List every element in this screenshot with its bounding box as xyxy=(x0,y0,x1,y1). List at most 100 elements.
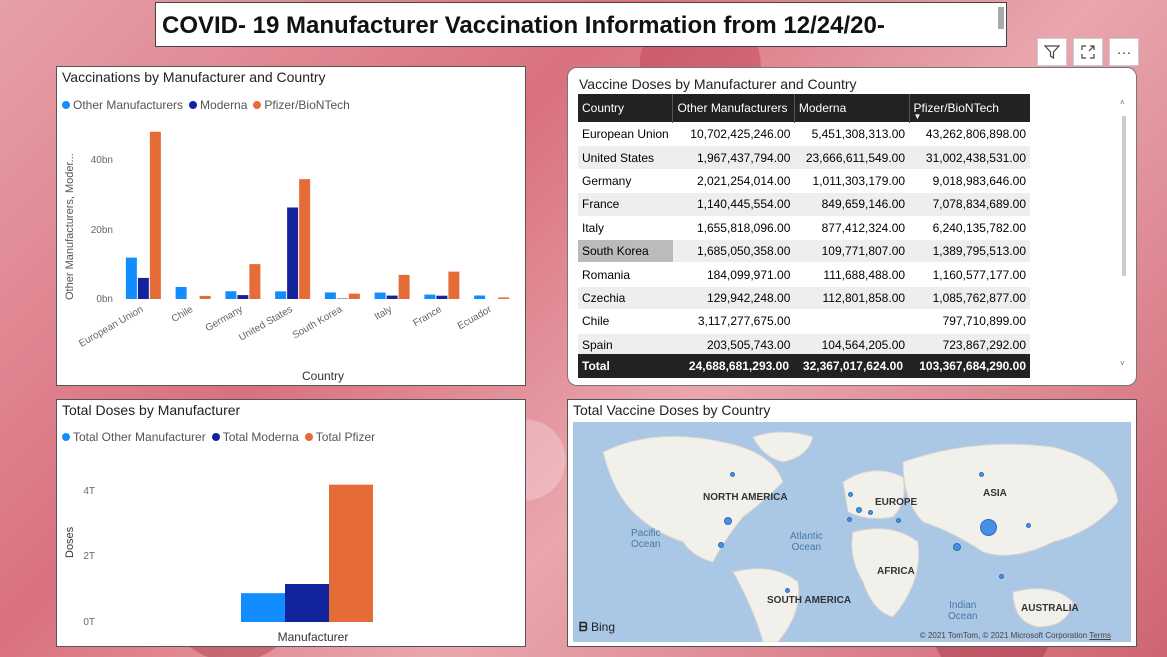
map-bubble[interactable] xyxy=(847,517,852,522)
bar[interactable] xyxy=(374,292,386,299)
map-bubble[interactable] xyxy=(999,574,1004,579)
vaccinations-bar-chart[interactable]: Other Manufacturers, Moder... 40bn 20bn … xyxy=(57,115,525,385)
y-axis-title: Other Manufacturers, Moder... xyxy=(64,153,76,300)
col-header-pfizer[interactable]: Pfizer/BioNTech ▼ xyxy=(909,94,1030,123)
map-bubble[interactable] xyxy=(980,519,997,536)
bar[interactable] xyxy=(285,584,329,622)
total-doses-bar-chart[interactable]: Doses 4T 2T 0T Manufacturer xyxy=(57,446,525,646)
scrollbar-thumb[interactable] xyxy=(1122,116,1126,276)
scroll-up-icon[interactable]: ˄ xyxy=(1120,98,1125,107)
bar[interactable] xyxy=(498,297,510,299)
filter-icon[interactable] xyxy=(1037,38,1067,66)
focus-mode-icon[interactable] xyxy=(1073,38,1103,66)
bar[interactable] xyxy=(424,294,436,299)
bar[interactable] xyxy=(329,484,373,622)
map-panel[interactable]: Total Vaccine Doses by Country NORTH AME… xyxy=(567,399,1137,647)
map-bubble[interactable] xyxy=(868,510,873,515)
table-scrollbar[interactable]: ˄ ˅ xyxy=(1120,98,1128,368)
bar[interactable] xyxy=(448,271,460,299)
bar[interactable] xyxy=(237,295,249,299)
bar[interactable] xyxy=(175,287,187,299)
bar[interactable] xyxy=(287,207,299,299)
scroll-down-icon[interactable]: ˅ xyxy=(1120,359,1125,368)
bar[interactable] xyxy=(199,295,211,299)
map-bubble[interactable] xyxy=(718,542,724,548)
cell-value: 1,655,818,096.00 xyxy=(672,215,795,240)
x-tick-label: Germany xyxy=(204,304,245,334)
report-title: COVID- 19 Manufacturer Vaccination Infor… xyxy=(162,12,885,39)
legend-label: Total Other Manufacturer xyxy=(73,430,206,444)
table-row[interactable]: France 1,140,445,554.00 849,659,146.00 7,07… xyxy=(578,192,1030,217)
table-row[interactable]: Germany 2,021,254,014.00 1,011,303,179.00 9… xyxy=(578,168,1030,193)
table-row[interactable]: Italy 1,655,818,096.00 877,412,324.00 6,240… xyxy=(578,215,1030,240)
legend-item-other[interactable]: Other Manufacturers xyxy=(62,98,183,112)
map-bubble[interactable] xyxy=(896,518,901,523)
map-bubble[interactable] xyxy=(785,588,790,593)
map-bubble[interactable] xyxy=(856,507,862,513)
table-row[interactable]: European Union 10,702,425,246.00 5,451,308… xyxy=(578,121,1030,146)
ocean-label: Atlantic Ocean xyxy=(790,531,823,553)
bar[interactable] xyxy=(398,274,410,299)
table-row[interactable]: South Korea 1,685,050,358.00 109,771,807.0… xyxy=(578,238,1030,263)
x-tick-label: European Union xyxy=(77,304,145,350)
map-bubble[interactable] xyxy=(979,472,984,477)
continent-label: SOUTH AMERICA xyxy=(767,595,852,606)
total-doses-chart-panel[interactable]: Total Doses by Manufacturer Total Other … xyxy=(56,399,526,647)
bar[interactable] xyxy=(324,292,336,299)
col-header-moderna[interactable]: Moderna xyxy=(794,94,910,123)
cell-value xyxy=(794,309,910,334)
more-options-icon[interactable]: ··· xyxy=(1109,38,1139,66)
bar[interactable] xyxy=(299,179,311,299)
y-tick-label: 4T xyxy=(83,486,95,497)
vaccinations-chart-panel[interactable]: Vaccinations by Manufacturer and Country… xyxy=(56,66,526,386)
legend-item-pfizer[interactable]: Total Pfizer xyxy=(304,430,375,444)
col-header-other[interactable]: Other Manufacturers xyxy=(672,94,795,123)
bing-label: Bing xyxy=(591,620,616,634)
legend-item-pfizer[interactable]: Pfizer/BioNTech xyxy=(253,98,350,112)
cell-country: Spain xyxy=(578,332,673,356)
cell-country: France xyxy=(578,192,673,217)
world-map[interactable]: NORTH AMERICA EUROPE ASIA AFRICA SOUTH A… xyxy=(573,422,1131,642)
bar[interactable] xyxy=(249,264,261,299)
cell-country: United States xyxy=(578,145,673,170)
legend-item-moderna[interactable]: Moderna xyxy=(189,98,247,112)
terms-link[interactable]: Terms xyxy=(1089,631,1111,640)
bar[interactable] xyxy=(436,295,448,299)
y-tick-label: 20bn xyxy=(91,225,113,236)
map-bubble[interactable] xyxy=(953,543,961,551)
bar[interactable] xyxy=(125,257,137,299)
map-bubble[interactable] xyxy=(724,517,732,525)
x-tick-label: Ecuador xyxy=(456,304,494,332)
legend-item-moderna[interactable]: Total Moderna xyxy=(211,430,299,444)
cell-country: Romania xyxy=(578,262,673,287)
bar[interactable] xyxy=(225,291,237,299)
doses-table-panel[interactable]: Vaccine Doses by Manufacturer and Countr… xyxy=(567,67,1137,386)
bar[interactable] xyxy=(137,277,149,299)
bar[interactable] xyxy=(474,295,486,299)
table-row[interactable]: Spain 203,505,743.00 104,564,205.00 723,867… xyxy=(578,332,1030,356)
bar[interactable] xyxy=(275,291,287,299)
table-title: Vaccine Doses by Manufacturer and Countr… xyxy=(579,76,857,92)
cell-value: 1,011,303,179.00 xyxy=(794,168,910,193)
col-header-country[interactable]: Country xyxy=(578,94,674,123)
sort-descending-icon[interactable]: ▼ xyxy=(913,112,922,121)
total-label: Total xyxy=(582,359,610,373)
bar[interactable] xyxy=(348,293,360,299)
table-row[interactable]: Romania 184,099,971.00 111,688,488.00 1,160… xyxy=(578,262,1030,287)
cell-value: 723,867,292.00 xyxy=(909,332,1030,356)
bar[interactable] xyxy=(241,593,285,622)
bar[interactable] xyxy=(149,131,161,299)
map-bubble[interactable] xyxy=(848,492,853,497)
cell-country: South Korea xyxy=(578,238,673,263)
doses-table: Country Other Manufacturers Moderna Pfiz… xyxy=(578,94,1030,356)
table-row[interactable]: United States 1,967,437,794.00 23,666,611,… xyxy=(578,145,1030,170)
x-tick-label: Chile xyxy=(170,304,196,325)
map-bubble[interactable] xyxy=(730,472,735,477)
table-row[interactable]: Chile 3,117,277,675.00 797,710,899.00 xyxy=(578,309,1030,334)
bar[interactable] xyxy=(386,295,398,299)
map-bubble[interactable] xyxy=(1026,523,1031,528)
title-scrollbar[interactable] xyxy=(998,7,1004,29)
legend-item-other[interactable]: Total Other Manufacturer xyxy=(62,430,206,444)
table-row[interactable]: Czechia 129,942,248.00 112,801,858.00 1,085… xyxy=(578,285,1030,310)
legend-label: Total Moderna xyxy=(222,430,299,444)
